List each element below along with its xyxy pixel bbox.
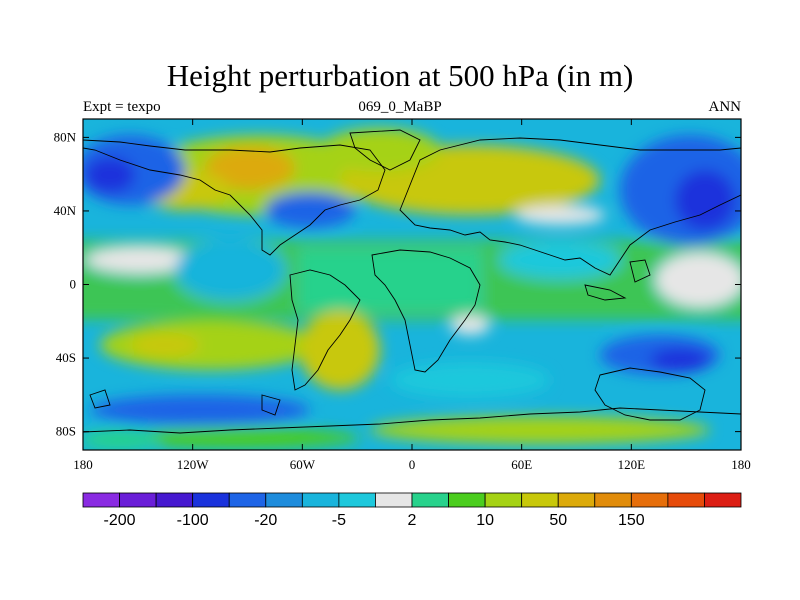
colorbar-label: 50: [549, 512, 567, 529]
x-tick-label: 120W: [177, 457, 210, 472]
x-tick-label: 60W: [290, 457, 316, 472]
x-tick-label: 0: [409, 457, 416, 472]
contour-field: [83, 119, 741, 450]
colorbar-swatch: [119, 492, 157, 508]
colorbar-swatch: [667, 492, 705, 508]
case-label: 069_0_MaBP: [358, 99, 442, 115]
colorbar-label: 10: [476, 512, 494, 529]
colorbar: -200 -100 -20 -5 2 10 50 150: [82, 492, 742, 529]
colorbar-swatch: [448, 492, 486, 508]
colorbar-swatch: [484, 492, 523, 508]
plot-frame: [82, 118, 742, 451]
x-tick-label: 180: [73, 457, 93, 472]
y-tick-label: 40N: [54, 203, 77, 218]
x-tick-label: 180: [731, 457, 751, 472]
colorbar-swatch: [228, 492, 267, 508]
y-tick-label: 80S: [56, 424, 76, 439]
experiment-label: Expt = texpo: [83, 99, 161, 115]
colorbar-label: 2: [408, 512, 417, 529]
colorbar-swatch: [704, 492, 742, 508]
y-tick-label: 80N: [54, 129, 77, 144]
colorbar-swatch: [82, 492, 120, 508]
colorbar-label: -20: [254, 512, 277, 529]
x-tick-label: 120E: [618, 457, 646, 472]
chart-title: Height perturbation at 500 hPa (in m): [166, 58, 634, 93]
y-axis: 80N 40N 0 40S 80S: [54, 129, 741, 439]
colorbar-swatch: [521, 492, 559, 508]
colorbar-swatch: [630, 492, 669, 508]
colorbar-swatch: [557, 492, 596, 508]
colorbar-swatch: [338, 492, 376, 508]
colorbar-swatch: [301, 492, 340, 508]
colorbar-label: 150: [618, 512, 645, 529]
colorbar-swatch: [375, 492, 413, 508]
colorbar-swatch: [411, 492, 449, 508]
y-tick-label: 40S: [56, 350, 76, 365]
colorbar-swatch: [594, 492, 632, 508]
season-label: ANN: [708, 99, 742, 115]
colorbar-swatch: [155, 492, 194, 508]
colorbar-label: -5: [332, 512, 346, 529]
colorbar-label: -200: [104, 512, 136, 529]
x-tick-label: 60E: [511, 457, 532, 472]
y-tick-label: 0: [70, 277, 77, 292]
colorbar-swatch: [192, 492, 230, 508]
colorbar-swatch: [265, 492, 303, 508]
continent-outlines: [83, 129, 741, 434]
colorbar-label: -100: [177, 512, 209, 529]
